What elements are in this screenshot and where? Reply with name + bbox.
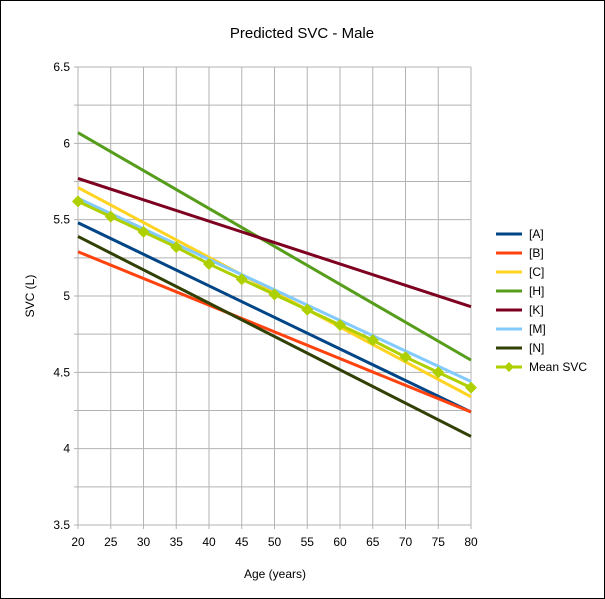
x-tick-label: 55 (301, 535, 315, 549)
legend-label: Mean SVC (529, 360, 587, 374)
data-point-marker (432, 366, 445, 379)
y-tick-label: 4 (63, 442, 70, 456)
y-tick-label: 4.5 (53, 365, 70, 379)
y-tick-label: 5 (63, 289, 70, 303)
x-tick-label: 50 (268, 535, 282, 549)
data-point-marker (104, 210, 117, 223)
series-line-n (77, 235, 472, 438)
x-tick-label: 30 (137, 535, 151, 549)
x-tick-label: 20 (71, 535, 85, 549)
x-tick-label: 60 (333, 535, 347, 549)
data-point-marker (235, 273, 248, 286)
series-line-h (77, 131, 472, 362)
legend-label: [M] (529, 322, 546, 336)
data-point-marker (465, 381, 477, 394)
data-point-marker (268, 288, 281, 301)
series-line-k (77, 177, 472, 309)
y-axis-label: SVC (L) (23, 275, 37, 318)
legend-label: [H] (529, 284, 544, 298)
legend-label: [N] (529, 341, 544, 355)
y-tick-label: 3.5 (53, 518, 70, 532)
series-line-a (77, 221, 472, 414)
y-tick-label: 6 (63, 136, 70, 150)
x-tick-label: 45 (235, 535, 249, 549)
x-axis-label: Age (years) (244, 567, 306, 581)
legend-label: [B] (529, 246, 544, 260)
chart-title: Predicted SVC - Male (230, 25, 374, 42)
x-tick-label: 25 (104, 535, 118, 549)
data-point-marker (366, 334, 379, 347)
y-tick-label: 5.5 (53, 213, 70, 227)
data-point-marker (170, 241, 183, 254)
data-point-marker (334, 319, 346, 332)
legend-label: [C] (529, 265, 544, 279)
x-tick-label: 75 (432, 535, 446, 549)
x-tick-label: 35 (170, 535, 184, 549)
legend-marker (504, 362, 514, 372)
series-line-b (77, 250, 472, 414)
data-point-marker (399, 351, 412, 364)
legend-label: [K] (529, 303, 544, 317)
x-tick-label: 40 (202, 535, 216, 549)
x-tick-label: 65 (366, 535, 380, 549)
data-point-marker (301, 303, 314, 316)
data-point-marker (137, 225, 150, 238)
y-tick-label: 6.5 (53, 60, 70, 74)
x-tick-label: 80 (464, 535, 478, 549)
legend-label: [A] (529, 227, 544, 241)
x-tick-label: 70 (399, 535, 413, 549)
data-point-marker (72, 195, 84, 208)
data-point-marker (203, 257, 215, 270)
